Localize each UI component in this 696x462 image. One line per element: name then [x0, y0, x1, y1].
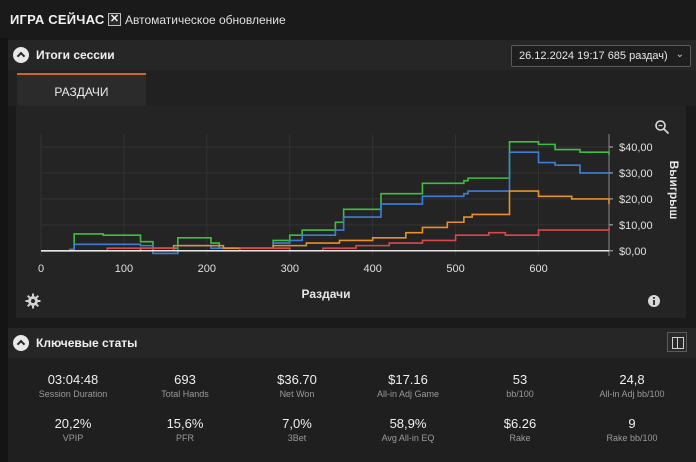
info-icon[interactable]	[647, 294, 661, 308]
stat-all-in-adj-bb-100: 24,8 All-in Adj bb/100	[572, 372, 692, 399]
stat-label: Net Won	[279, 389, 315, 399]
session-title: Итоги сессии	[36, 48, 115, 62]
session-select[interactable]: 26.12.2024 19:17 685 раздач) ⌄	[511, 45, 691, 67]
series-line-1	[41, 151, 609, 255]
y-tick-label: $40,00	[619, 142, 653, 154]
gear-icon[interactable]	[25, 293, 41, 309]
stat-value: 20,2%	[54, 416, 92, 431]
winnings-chart[interactable]: 0 100 200 300 400 500 600 $0,00 $10,00 $20,00 $30…	[16, 106, 686, 318]
stat-value: $17.16	[388, 372, 428, 387]
x-tick-label: 0	[38, 263, 44, 275]
stat-avg-all-in-eq: 58,9% Avg All-in EQ	[348, 416, 468, 443]
auto-refresh-label[interactable]: Автоматическое обновление	[125, 13, 286, 27]
stat-session-duration: 03:04:48 Session Duration	[13, 372, 133, 399]
stat-label: Rake bb/100	[606, 433, 658, 443]
y-tick-label: $20,00	[619, 194, 653, 206]
stat-bb-100: 53 bb/100	[460, 372, 580, 399]
stat-value: 58,9%	[389, 416, 427, 431]
series-line-3	[41, 227, 610, 252]
stat-rake: $6.26 Rake	[460, 416, 580, 443]
stat-label: VPIP	[62, 433, 84, 443]
stat-3bet: 7,0% 3Bet	[237, 416, 357, 443]
tab-strip: РАЗДАЧИ	[8, 70, 696, 106]
stat-all-in-adj-game: $17.16 All-in Adj Game	[348, 372, 468, 399]
stat-value: 53	[512, 372, 528, 387]
stat-value: $6.26	[503, 416, 537, 431]
stat-label: 3Bet	[287, 433, 307, 443]
chevron-down-icon: ⌄	[675, 49, 684, 60]
y-tick-label: $30,00	[619, 168, 653, 180]
stat-label: All-in Adj bb/100	[599, 389, 665, 399]
zoom-icon[interactable]	[654, 119, 670, 135]
y-axis-label: Выигрыш	[667, 161, 681, 220]
key-stats-title: Ключевые статы	[36, 336, 138, 350]
stat-label: bb/100	[506, 389, 534, 399]
left-edge	[0, 38, 8, 462]
stat-total-hands: 693 Total Hands	[125, 372, 245, 399]
tab-hands[interactable]: РАЗДАЧИ	[17, 73, 146, 106]
x-tick-label: 200	[198, 263, 216, 275]
auto-refresh-checkbox[interactable]: ✕	[108, 13, 121, 26]
stat-label: Session Duration	[38, 389, 108, 399]
stat-pfr: 15,6% PFR	[125, 416, 245, 443]
y-tick-label: $10,00	[619, 220, 653, 232]
x-tick-label: 500	[446, 263, 464, 275]
x-tick-label: 100	[115, 263, 133, 275]
stat-label: All-in Adj Game	[376, 389, 440, 399]
key-stats-header: Ключевые статы	[8, 328, 696, 358]
split-layout-icon[interactable]	[667, 332, 687, 352]
chevron-up-icon[interactable]	[13, 335, 29, 351]
tab-hands-label: РАЗДАЧИ	[54, 85, 109, 99]
stat-rake-bb-100: 9 Rake bb/100	[572, 416, 692, 443]
stat-value: 693	[174, 372, 196, 387]
stat-value: 24,8	[619, 372, 645, 387]
stat-label: Rake	[509, 433, 531, 443]
chart-panel: 0 100 200 300 400 500 600 $0,00 $10,00 $20,00 $30…	[16, 106, 686, 318]
chevron-up-icon[interactable]	[13, 47, 29, 63]
app-title: ИГРА СЕЙЧАС	[10, 12, 105, 27]
y-tick-label: $0,00	[619, 246, 647, 258]
session-select-value: 26.12.2024 19:17 685 раздач)	[519, 50, 668, 62]
x-tick-label: 600	[529, 263, 547, 275]
stat-net-won: $36.70 Net Won	[237, 372, 357, 399]
stat-value: 15,6%	[166, 416, 204, 431]
stat-vpip: 20,2% VPIP	[13, 416, 133, 443]
key-stats-panel: 03:04:48 Session Duration 693 Total Hand…	[8, 358, 696, 462]
stat-value: 03:04:48	[47, 372, 99, 387]
x-tick-label: 400	[363, 263, 381, 275]
x-tick-label: 300	[281, 263, 299, 275]
stat-label: PFR	[176, 433, 194, 443]
series-line-2	[41, 190, 610, 252]
stat-label: Avg All-in EQ	[381, 433, 435, 443]
session-header: Итоги сессии 26.12.2024 19:17 685 раздач…	[8, 40, 696, 70]
stat-value: $36.70	[277, 372, 317, 387]
stat-value: 9	[628, 416, 636, 431]
x-axis-label: Раздачи	[302, 287, 351, 301]
stat-value: 7,0%	[282, 416, 312, 431]
top-bar: ИГРА СЕЙЧАС ✕ Автоматическое обновление	[0, 0, 696, 38]
stat-label: Total Hands	[161, 389, 209, 399]
